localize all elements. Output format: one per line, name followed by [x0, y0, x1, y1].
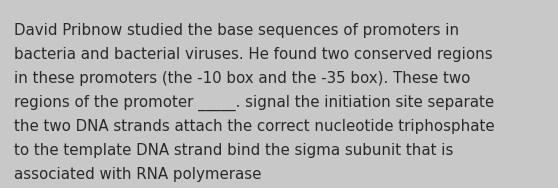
Text: bacteria and bacterial viruses. He found two conserved regions: bacteria and bacterial viruses. He found… — [14, 47, 493, 62]
Text: in these promoters (the -10 box and the -35 box). These two: in these promoters (the -10 box and the … — [14, 71, 470, 86]
Text: David Pribnow studied the base sequences of promoters in: David Pribnow studied the base sequences… — [14, 23, 459, 38]
Text: to the template DNA strand bind the sigma subunit that is: to the template DNA strand bind the sigm… — [14, 143, 453, 158]
Text: the two DNA strands attach the correct nucleotide triphosphate: the two DNA strands attach the correct n… — [14, 119, 494, 134]
Text: regions of the promoter _____. signal the initiation site separate: regions of the promoter _____. signal th… — [14, 95, 494, 111]
Text: associated with RNA polymerase: associated with RNA polymerase — [14, 167, 261, 182]
